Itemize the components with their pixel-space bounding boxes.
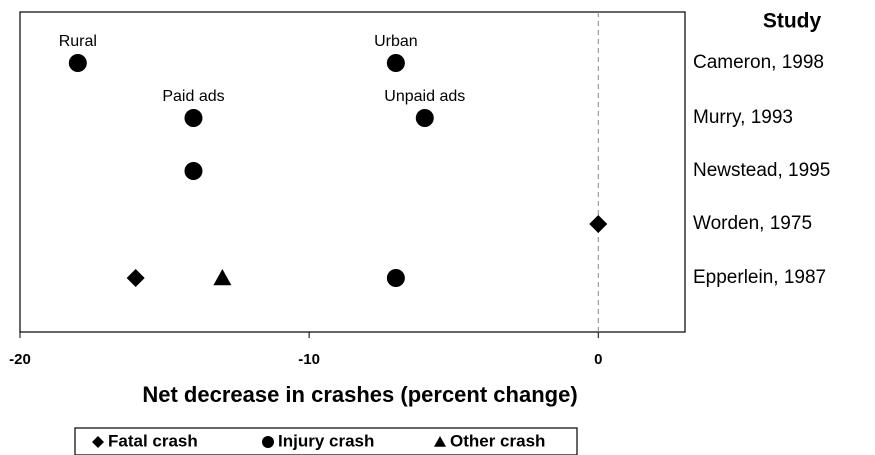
point [589, 215, 608, 233]
point [386, 54, 405, 72]
point [184, 109, 203, 127]
legend-label: Fatal crash [108, 431, 198, 450]
x-tick-label: -10 [298, 351, 320, 368]
point-label: Unpaid ads [384, 88, 465, 105]
legend-box [74, 427, 578, 455]
point [386, 269, 405, 287]
legend-marker [92, 436, 104, 448]
plot-frame [19, 11, 686, 333]
legend-label: Other crash [450, 431, 545, 450]
point-label: Urban [374, 33, 418, 50]
point [68, 54, 87, 72]
y-tick-label: Murry, 1993 [693, 107, 793, 128]
x-tick-label: -20 [9, 351, 31, 368]
y-tick-label: Newstead, 1995 [693, 160, 830, 181]
point [184, 162, 203, 180]
y-title: Study [763, 10, 822, 33]
legend-marker [262, 436, 274, 448]
x-label: Net decrease in crashes (percent change) [142, 382, 577, 407]
y-tick-label: Worden, 1975 [693, 213, 812, 234]
legend-marker [434, 436, 446, 447]
y-tick-label: Cameron, 1998 [693, 52, 824, 73]
y-tick-label: Epperlein, 1987 [693, 267, 826, 288]
point [213, 269, 232, 286]
point-label: Paid ads [162, 88, 224, 105]
point [126, 269, 145, 287]
point [415, 109, 434, 127]
legend-label: Injury crash [278, 431, 374, 450]
x-tick-label: 0 [594, 351, 602, 368]
point-label: Rural [59, 33, 97, 50]
